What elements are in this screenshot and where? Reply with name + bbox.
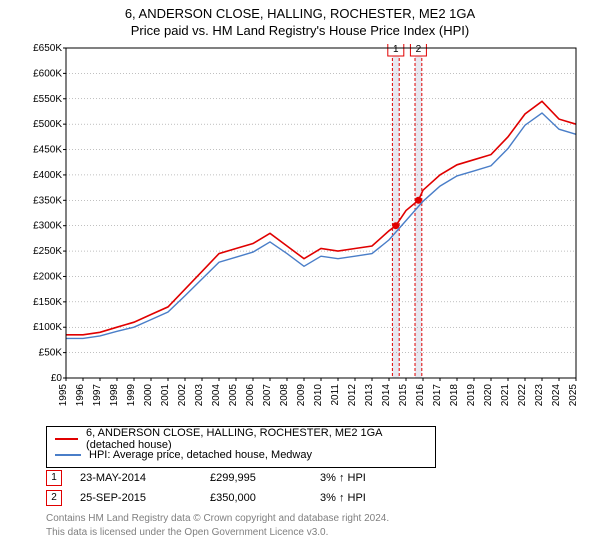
sale-delta: 3% ↑ HPI (320, 492, 400, 504)
svg-text:£0: £0 (51, 373, 63, 384)
svg-text:2015: 2015 (398, 384, 409, 407)
sale-date: 23-MAY-2014 (80, 472, 210, 484)
sales-table: 1 23-MAY-2014 £299,995 3% ↑ HPI 2 25-SEP… (46, 468, 400, 508)
svg-text:2011: 2011 (330, 384, 341, 406)
footer-line: Contains HM Land Registry data © Crown c… (46, 512, 389, 526)
svg-text:2012: 2012 (347, 384, 358, 407)
svg-text:1995: 1995 (58, 384, 69, 407)
svg-text:2001: 2001 (160, 384, 171, 407)
svg-text:2017: 2017 (432, 384, 443, 407)
svg-text:2009: 2009 (296, 384, 307, 407)
svg-text:1: 1 (393, 44, 399, 55)
svg-text:£250K: £250K (33, 246, 62, 257)
svg-text:2021: 2021 (500, 384, 511, 407)
svg-text:2: 2 (416, 44, 422, 55)
svg-text:£500K: £500K (33, 119, 62, 130)
chart-container: 6, ANDERSON CLOSE, HALLING, ROCHESTER, M… (0, 0, 600, 560)
legend-swatch (55, 438, 78, 440)
sale-price: £299,995 (210, 472, 320, 484)
sale-row: 1 23-MAY-2014 £299,995 3% ↑ HPI (46, 468, 400, 488)
svg-text:£450K: £450K (33, 145, 62, 156)
chart-subtitle: Price paid vs. HM Land Registry's House … (0, 23, 600, 38)
svg-text:1999: 1999 (126, 384, 137, 407)
svg-text:2024: 2024 (551, 384, 562, 407)
price-chart: 1 2 £0 £50K £100K £150K £200K £250K £300K £350K £4… (22, 44, 582, 424)
svg-text:2007: 2007 (262, 384, 273, 407)
sale-marker-icon: 2 (46, 490, 62, 506)
chart-title: 6, ANDERSON CLOSE, HALLING, ROCHESTER, M… (0, 6, 600, 21)
svg-text:2006: 2006 (245, 384, 256, 407)
svg-text:2002: 2002 (177, 384, 188, 407)
svg-text:2025: 2025 (568, 384, 579, 407)
svg-text:2004: 2004 (211, 384, 222, 407)
svg-text:2022: 2022 (517, 384, 528, 407)
svg-text:2010: 2010 (313, 384, 324, 407)
svg-text:£50K: £50K (39, 348, 63, 359)
svg-text:£100K: £100K (33, 322, 62, 333)
chart-area: 1 2 £0 £50K £100K £150K £200K £250K £300K £350K £4… (22, 44, 582, 424)
svg-text:2003: 2003 (194, 384, 205, 407)
legend-swatch (55, 454, 81, 456)
svg-text:£300K: £300K (33, 221, 62, 232)
svg-text:2023: 2023 (534, 384, 545, 407)
svg-text:2018: 2018 (449, 384, 460, 407)
svg-text:2000: 2000 (143, 384, 154, 407)
sale-row: 2 25-SEP-2015 £350,000 3% ↑ HPI (46, 488, 400, 508)
sale-delta: 3% ↑ HPI (320, 472, 400, 484)
svg-text:1998: 1998 (109, 384, 120, 407)
svg-text:2016: 2016 (415, 384, 426, 407)
attribution-footer: Contains HM Land Registry data © Crown c… (46, 512, 389, 539)
svg-text:£400K: £400K (33, 170, 62, 181)
svg-text:£550K: £550K (33, 94, 62, 105)
svg-text:2019: 2019 (466, 384, 477, 407)
legend-label: 6, ANDERSON CLOSE, HALLING, ROCHESTER, M… (86, 427, 427, 451)
svg-text:1996: 1996 (75, 384, 86, 407)
svg-text:£350K: £350K (33, 195, 62, 206)
svg-text:2013: 2013 (364, 384, 375, 407)
svg-text:1997: 1997 (92, 384, 103, 407)
sale-date: 25-SEP-2015 (80, 492, 210, 504)
legend-label: HPI: Average price, detached house, Medw… (89, 449, 312, 461)
sale-price: £350,000 (210, 492, 320, 504)
title-block: 6, ANDERSON CLOSE, HALLING, ROCHESTER, M… (0, 0, 600, 38)
legend: 6, ANDERSON CLOSE, HALLING, ROCHESTER, M… (46, 426, 436, 468)
svg-text:2020: 2020 (483, 384, 494, 407)
svg-text:2008: 2008 (279, 384, 290, 407)
svg-text:£600K: £600K (33, 68, 62, 79)
footer-line: This data is licensed under the Open Gov… (46, 526, 389, 540)
svg-text:2014: 2014 (381, 384, 392, 407)
svg-text:£650K: £650K (33, 44, 62, 54)
svg-text:£200K: £200K (33, 271, 62, 282)
sale-marker-icon: 1 (46, 470, 62, 486)
svg-text:£150K: £150K (33, 297, 62, 308)
svg-text:2005: 2005 (228, 384, 239, 407)
legend-item: 6, ANDERSON CLOSE, HALLING, ROCHESTER, M… (55, 431, 427, 447)
